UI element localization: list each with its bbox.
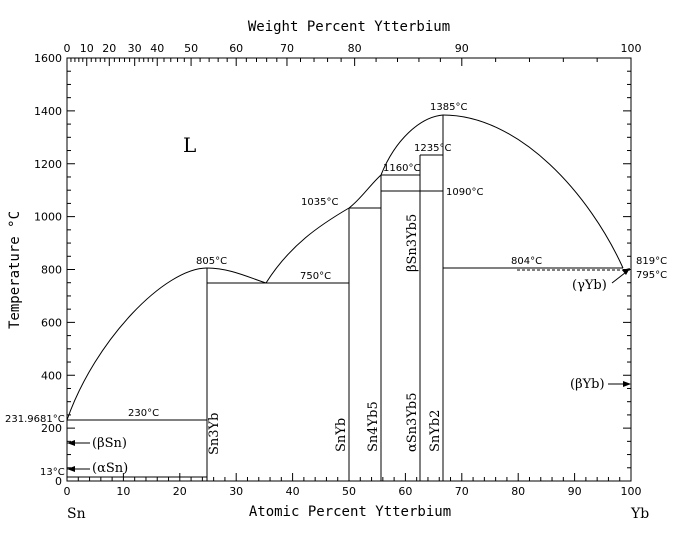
top-tick-label: 70 [280,42,294,55]
left-tick-label: 0 [55,475,62,488]
label-1160: 1160°C [383,163,420,174]
y-axis-title: Temperature °C [7,211,23,329]
left-tick-label: 600 [41,316,62,329]
element-left-label: Sn [67,506,86,522]
alpha-sn-arrowhead [67,466,75,472]
phase-beta-sn: (βSn) [92,436,127,451]
top-tick-label: 100 [621,42,642,55]
label-231: 231.9681°C [5,414,65,425]
label-750: 750°C [300,271,331,282]
label-1035: 1035°C [301,197,338,208]
label-1385: 1385°C [430,102,467,113]
left-tick-label: 200 [41,422,62,435]
label-804: 804°C [511,256,542,267]
phase-alpha-sn: (αSn) [92,461,128,476]
bottom-tick-label: 10 [116,485,130,498]
bottom-tick-label: 100 [621,485,642,498]
liquidus-rise-to-max [380,114,444,176]
left-ticks: 0 200 400 600 800 1000 1200 1400 1600 [34,52,75,488]
left-tick-label: 1600 [34,52,62,65]
right-ticks [623,57,631,482]
top-tick-label: 90 [455,42,469,55]
liquidus-yb-side [442,114,624,269]
left-tick-label: 1400 [34,105,62,118]
phase-sn3yb: Sn3Yb [207,413,222,455]
bottom-tick-label: 90 [568,485,582,498]
top-tick-label: 0 [64,42,71,55]
bottom-ticks: 0 10 20 30 40 50 60 70 80 90 100 [64,473,642,498]
bottom-tick-label: 80 [511,485,525,498]
label-819: 819°C [636,256,667,267]
top-ticks: 0 10 20 30 40 50 60 70 80 90 100 [64,42,642,66]
label-805: 805°C [196,256,227,267]
bottom-tick-label: 70 [455,485,469,498]
element-right-label: Yb [630,506,649,522]
beta-sn-arrowhead [67,440,75,446]
left-tick-label: 800 [41,264,62,277]
phase-sn4yb5: Sn4Yb5 [366,401,381,452]
bottom-tick-label: 20 [173,485,187,498]
liquidus-eutectic-to-snyb [265,207,350,284]
bottom-tick-label: 60 [398,485,412,498]
label-13: 13°C [40,467,65,478]
label-230: 230°C [128,408,159,419]
top-axis-title: Weight Percent Ytterbium [248,19,450,35]
phase-gamma-yb: (γYb) [572,278,607,293]
phase-beta-yb: (βYb) [570,377,605,392]
beta-yb-arrowhead [623,381,631,387]
bottom-tick-label: 30 [229,485,243,498]
bottom-tick-label: 0 [64,485,71,498]
liquid-label: L [183,133,196,157]
top-tick-label: 20 [102,42,116,55]
left-tick-label: 1200 [34,158,62,171]
gamma-yb-arrowhead [622,268,630,275]
liquidus-sn-side [66,267,208,421]
phase-snyb2: SnYb2 [428,410,443,452]
top-tick-label: 60 [229,42,243,55]
bottom-tick-label: 50 [342,485,356,498]
top-tick-label: 50 [184,42,198,55]
label-1090: 1090°C [446,187,483,198]
bottom-tick-label: 40 [286,485,300,498]
phase-snyb: SnYb [334,418,349,452]
left-tick-label: 400 [41,369,62,382]
label-1235: 1235°C [414,143,451,154]
top-tick-label: 80 [348,42,362,55]
label-795: 795°C [636,270,667,281]
left-tick-label: 1000 [34,211,62,224]
bottom-axis-title: Atomic Percent Ytterbium [249,504,451,520]
phase-alpha-sn3yb5: αSn3Yb5 [405,392,420,452]
top-tick-label: 30 [128,42,142,55]
top-tick-label: 10 [80,42,94,55]
liquidus-snyb-to-sn4yb5 [348,174,382,209]
liquidus-sn3yb-to-eutectic [206,267,267,284]
phase-beta-sn3yb5: βSn3Yb5 [405,214,420,272]
top-tick-label: 40 [150,42,164,55]
